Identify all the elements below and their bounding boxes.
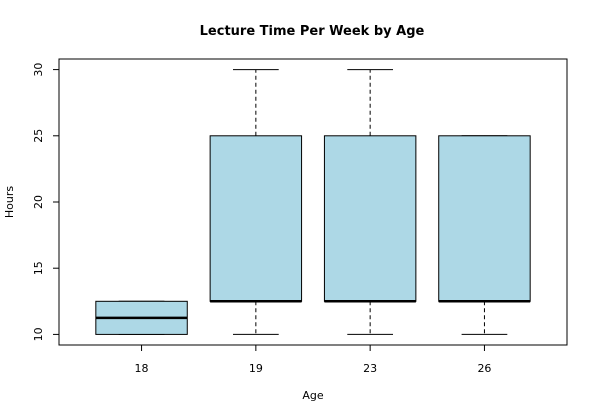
x-tick-label: 26 bbox=[477, 362, 491, 375]
y-tick-label: 30 bbox=[32, 63, 45, 77]
x-tick-label: 19 bbox=[249, 362, 263, 375]
box-26 bbox=[438, 135, 531, 335]
y-tick-label: 15 bbox=[32, 261, 45, 275]
y-tick-label: 20 bbox=[32, 195, 45, 209]
y-axis-label: Hours bbox=[3, 186, 16, 218]
x-axis: 18 19 23 26 bbox=[135, 344, 491, 375]
y-tick-label: 10 bbox=[32, 327, 45, 341]
y-axis: 10 15 20 25 30 bbox=[32, 63, 60, 341]
box-19 bbox=[209, 69, 303, 335]
chart-title: Lecture Time Per Week by Age bbox=[200, 24, 425, 39]
box-body bbox=[323, 135, 417, 302]
box-18 bbox=[95, 300, 188, 335]
x-tick-label: 23 bbox=[363, 362, 377, 375]
box-body bbox=[209, 135, 303, 302]
x-tick-label: 18 bbox=[135, 362, 149, 375]
y-tick-label: 25 bbox=[32, 129, 45, 143]
box-body bbox=[438, 135, 531, 302]
x-axis-label: Age bbox=[302, 389, 324, 402]
box-23 bbox=[323, 69, 417, 335]
box-series bbox=[95, 69, 531, 335]
